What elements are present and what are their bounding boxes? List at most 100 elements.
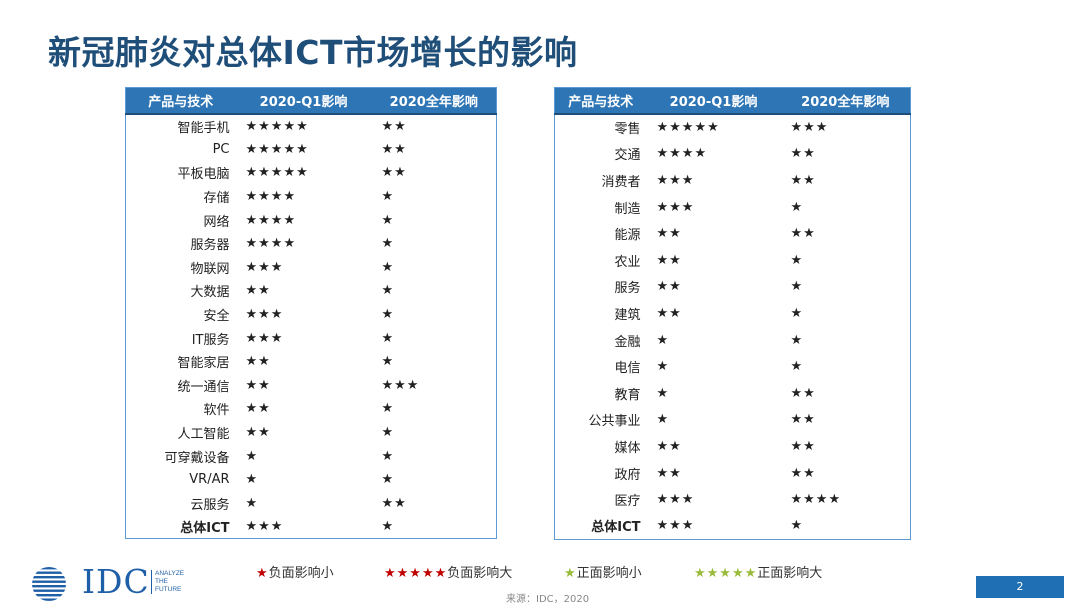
table-row: 零售 ★★★★★ ★★★: [555, 114, 911, 141]
row-label: 存储: [203, 191, 230, 207]
table-row: 总体ICT ★★★ ★: [555, 513, 911, 540]
year-rating: ★: [381, 189, 395, 205]
legend-neg-large: ★★★★★负面影响大: [384, 562, 512, 581]
year-rating: ★: [790, 279, 804, 295]
table-row: 可穿戴设备 ★ ★: [126, 444, 497, 468]
year-rating: ★★★: [381, 377, 420, 393]
row-label: 人工智能: [177, 427, 230, 443]
star-icon: ★★★★★: [694, 566, 758, 581]
q1-rating: ★★★: [656, 172, 695, 188]
row-label: 电信: [614, 361, 641, 377]
row-label: 软件: [203, 403, 230, 419]
year-rating: ★★: [790, 465, 816, 481]
row-label: 金融: [614, 334, 641, 350]
q1-rating: ★★★: [656, 199, 695, 215]
row-label: 能源: [614, 228, 641, 244]
row-label: VR/AR: [189, 472, 230, 488]
table-row: 云服务 ★ ★★: [126, 492, 497, 516]
year-rating: ★★: [381, 495, 407, 511]
row-label: 总体ICT: [591, 520, 641, 536]
q1-rating: ★: [656, 385, 670, 401]
year-rating: ★: [790, 305, 804, 321]
row-label: 安全: [203, 309, 230, 325]
row-label: 交通: [614, 148, 641, 164]
year-rating: ★★: [790, 385, 816, 401]
year-rating: ★★: [790, 146, 816, 162]
legend-pos-small: ★正面影响小: [564, 562, 642, 581]
row-label: 媒体: [614, 440, 641, 456]
row-label: 可穿戴设备: [164, 450, 230, 466]
year-rating: ★★: [790, 226, 816, 242]
year-rating: ★: [381, 472, 395, 488]
q1-rating: ★★: [245, 283, 271, 299]
logo-text: IDC: [82, 562, 150, 601]
q1-rating: ★★★★: [245, 212, 297, 228]
products-impact-table: 产品与技术 2020-Q1影响 2020全年影响 智能手机 ★★★★★ ★★ PC ★★…: [125, 87, 497, 540]
legend-label: 负面影响大: [447, 566, 513, 581]
table-row: 平板电脑 ★★★★★ ★★: [126, 161, 497, 185]
q1-rating: ★★: [656, 305, 682, 321]
year-rating: ★: [381, 519, 395, 535]
q1-rating: ★★★★: [245, 189, 297, 205]
legend-neg-small: ★负面影响小: [256, 562, 334, 581]
q1-rating: ★★★★: [245, 236, 297, 252]
table-row: 农业 ★★ ★: [555, 247, 911, 274]
row-label: 智能家居: [177, 356, 230, 372]
year-rating: ★★★★: [790, 492, 842, 508]
table-row: PC ★★★★★ ★★: [126, 138, 497, 162]
table-row: 媒体 ★★ ★★: [555, 433, 911, 460]
row-label: 网络: [203, 214, 230, 230]
row-label: IT服务: [191, 332, 230, 348]
page-number: 2: [976, 576, 1064, 598]
header-q1: 2020-Q1影响: [646, 87, 781, 115]
year-rating: ★: [381, 401, 395, 417]
q1-rating: ★: [245, 448, 259, 464]
header-year: 2020全年影响: [371, 87, 497, 115]
year-rating: ★: [790, 252, 804, 268]
header-q1: 2020-Q1影响: [235, 87, 372, 115]
q1-rating: ★★★★: [656, 146, 708, 162]
year-rating: ★: [381, 307, 395, 323]
q1-rating: ★★: [245, 377, 271, 393]
row-label: 教育: [614, 387, 641, 403]
table-row: 安全 ★★★ ★: [126, 303, 497, 327]
table-row: 大数据 ★★ ★: [126, 279, 497, 303]
q1-rating: ★★★: [245, 259, 284, 275]
legend-label: 负面影响小: [268, 566, 334, 581]
q1-rating: ★★★: [245, 330, 284, 346]
table-row: 建筑 ★★ ★: [555, 300, 911, 327]
table-row: 智能家居 ★★ ★: [126, 350, 497, 374]
header-year: 2020全年影响: [780, 87, 911, 115]
table-row: 制造 ★★★ ★: [555, 194, 911, 221]
q1-rating: ★★: [656, 465, 682, 481]
table-row: 服务器 ★★★★ ★: [126, 232, 497, 256]
q1-rating: ★★: [656, 226, 682, 242]
year-rating: ★★: [381, 141, 407, 157]
year-rating: ★★: [790, 438, 816, 454]
table-row: 政府 ★★ ★★: [555, 460, 911, 487]
table-row: 金融 ★ ★: [555, 327, 911, 354]
year-rating: ★★: [790, 172, 816, 188]
q1-rating: ★★★: [245, 519, 284, 535]
q1-rating: ★★★★★: [245, 165, 309, 181]
q1-rating: ★: [656, 332, 670, 348]
industries-impact-table: 产品与技术 2020-Q1影响 2020全年影响 零售 ★★★★★ ★★★ 交通 ★★★…: [554, 87, 911, 540]
year-rating: ★: [790, 199, 804, 215]
year-rating: ★: [381, 330, 395, 346]
row-label: 建筑: [614, 307, 641, 323]
table-row: 总体ICT ★★★ ★: [126, 515, 497, 539]
q1-rating: ★: [245, 472, 259, 488]
row-label: 云服务: [190, 497, 230, 513]
q1-rating: ★★★: [245, 307, 284, 323]
table-row: 存储 ★★★★ ★: [126, 185, 497, 209]
star-icon: ★: [256, 566, 269, 581]
header-product: 产品与技术: [554, 87, 647, 115]
table-row: 交通 ★★★★ ★★: [555, 141, 911, 168]
year-rating: ★: [381, 236, 395, 252]
table-row: 教育 ★ ★★: [555, 380, 911, 407]
year-rating: ★★: [381, 165, 407, 181]
table-row: 物联网 ★★★ ★: [126, 256, 497, 280]
q1-rating: ★★★: [656, 518, 695, 534]
row-label: 智能手机: [177, 120, 230, 136]
q1-rating: ★★★★★: [245, 118, 309, 134]
